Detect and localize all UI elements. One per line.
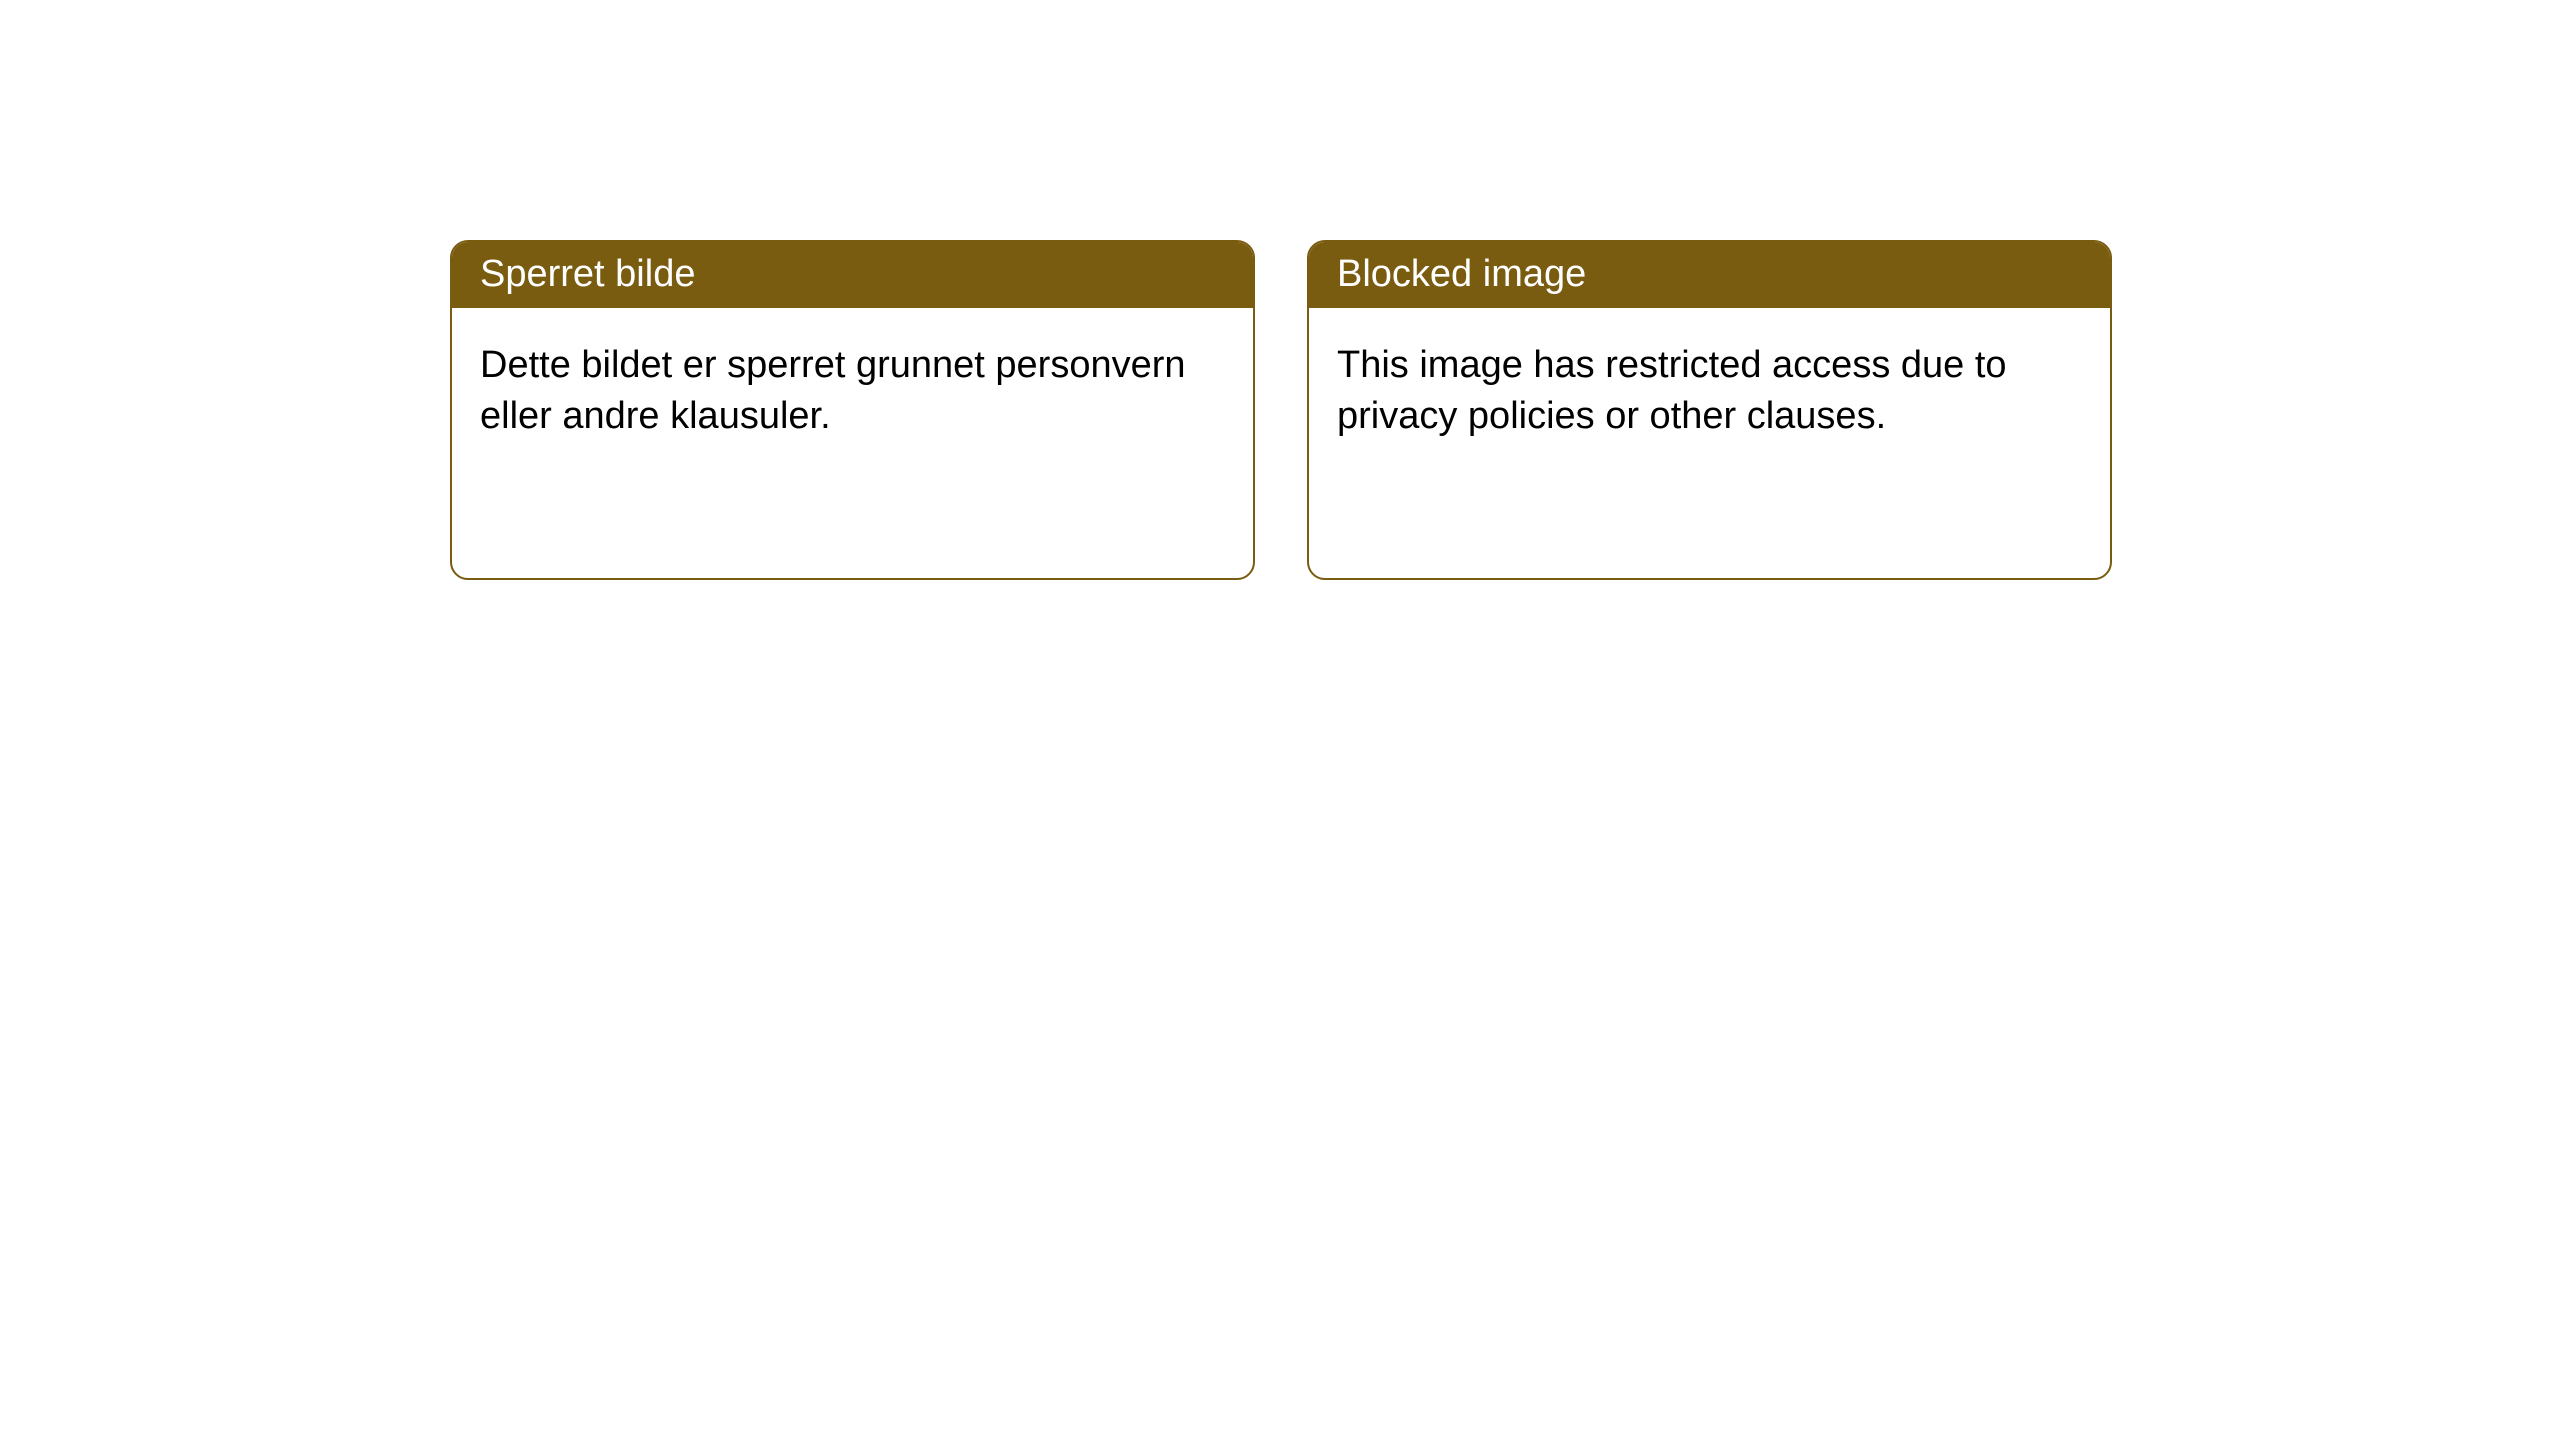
notice-card-english: Blocked image This image has restricted … [1307,240,2112,580]
notice-card-norwegian: Sperret bilde Dette bildet er sperret gr… [450,240,1255,580]
card-body-text: This image has restricted access due to … [1337,344,2007,437]
card-header: Blocked image [1309,242,2110,308]
notice-container: Sperret bilde Dette bildet er sperret gr… [450,240,2112,580]
card-title: Sperret bilde [480,253,695,295]
card-header: Sperret bilde [452,242,1253,308]
card-body: Dette bildet er sperret grunnet personve… [452,308,1253,471]
card-title: Blocked image [1337,253,1586,295]
card-body-text: Dette bildet er sperret grunnet personve… [480,344,1186,437]
card-body: This image has restricted access due to … [1309,308,2110,471]
